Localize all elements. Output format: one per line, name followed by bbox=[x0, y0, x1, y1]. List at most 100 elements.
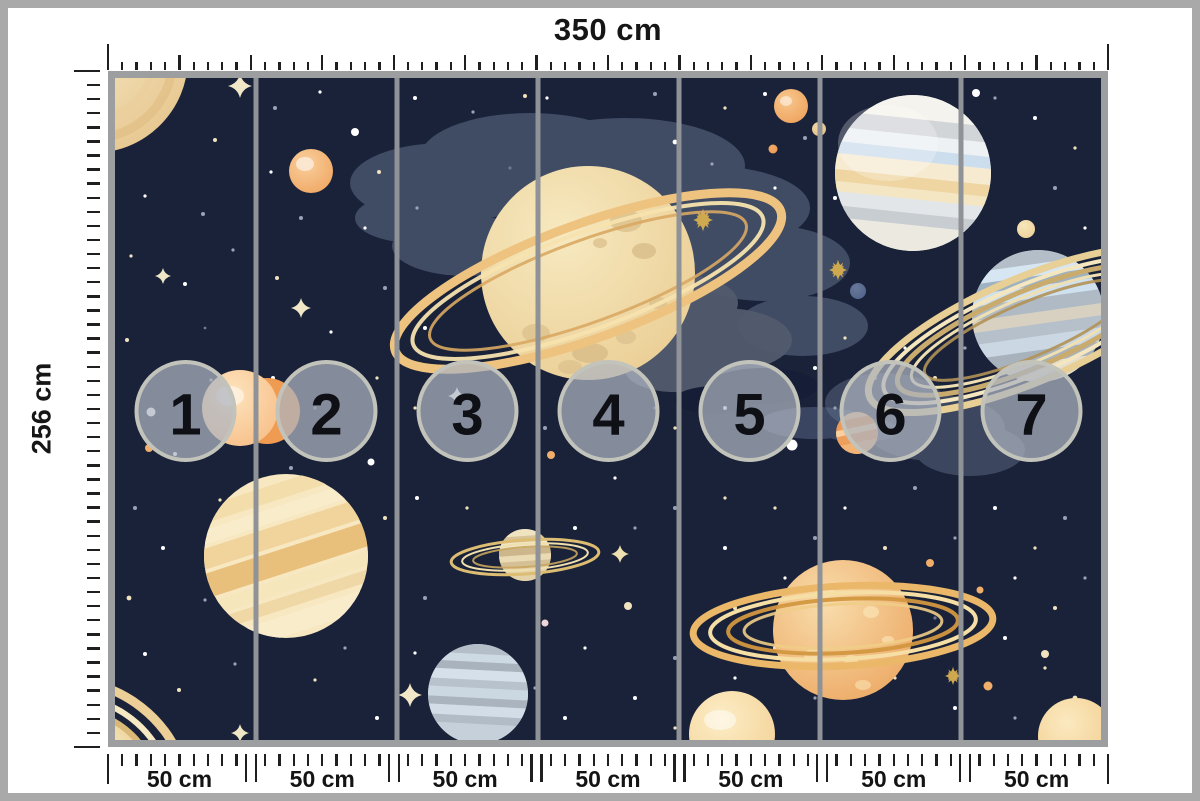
star bbox=[1003, 636, 1007, 640]
star bbox=[672, 139, 678, 145]
star bbox=[423, 326, 427, 330]
ruler-tick bbox=[263, 62, 267, 70]
planet-orange-top6 bbox=[774, 89, 808, 123]
ruler-tick bbox=[978, 754, 981, 766]
wallpaper-scene: 1 2 3 4 5 6 7 bbox=[115, 78, 1101, 740]
ruler-tick bbox=[826, 754, 829, 782]
ruler-tick bbox=[1021, 754, 1024, 766]
ruler-tick bbox=[664, 754, 667, 766]
ruler-tick bbox=[958, 754, 962, 782]
planet-cream-dot bbox=[1017, 220, 1035, 238]
ruler-tick bbox=[87, 689, 100, 692]
star bbox=[723, 546, 727, 550]
ruler-tick bbox=[87, 590, 100, 594]
ruler-tick bbox=[921, 754, 924, 766]
planet-cream-striped-big bbox=[182, 457, 390, 658]
ruler-tick bbox=[449, 62, 453, 70]
ruler-tick bbox=[192, 754, 195, 766]
ruler-tick bbox=[935, 62, 938, 70]
ruler-tick bbox=[87, 675, 100, 678]
ruler-tick bbox=[1021, 62, 1024, 70]
ruler-tick bbox=[178, 55, 181, 70]
ruler-tick bbox=[349, 754, 352, 766]
ruler-tick bbox=[1063, 62, 1067, 70]
ruler-tick bbox=[87, 661, 100, 664]
star bbox=[547, 451, 555, 459]
star bbox=[926, 559, 934, 567]
sparkle-star-icon bbox=[155, 268, 171, 284]
ruler-tick bbox=[849, 754, 852, 766]
star bbox=[415, 206, 419, 210]
ruler-tick bbox=[1006, 754, 1010, 766]
star bbox=[413, 96, 417, 100]
panel-number: 2 bbox=[310, 383, 342, 448]
star bbox=[313, 678, 317, 682]
star bbox=[351, 128, 359, 136]
ruler-tick bbox=[592, 754, 595, 766]
panel-number: 3 bbox=[451, 383, 483, 448]
ruler-tick bbox=[592, 62, 595, 70]
ruler-tick bbox=[254, 754, 258, 782]
starfield bbox=[125, 78, 1087, 740]
star bbox=[673, 506, 677, 510]
ruler-tick bbox=[892, 754, 895, 766]
ruler-tick bbox=[221, 754, 224, 766]
star bbox=[465, 506, 469, 510]
ruler-tick bbox=[87, 309, 100, 312]
star bbox=[383, 286, 387, 290]
ruler-tick bbox=[635, 62, 638, 70]
ruler-tick bbox=[735, 754, 738, 766]
ruler-tick bbox=[244, 754, 248, 782]
ruler-tick bbox=[683, 754, 686, 782]
ruler-tick bbox=[535, 55, 538, 70]
ruler-tick bbox=[435, 754, 438, 766]
ruler-tick bbox=[392, 55, 395, 70]
ruler-tick bbox=[87, 407, 100, 411]
ruler-tick bbox=[1035, 754, 1038, 766]
star bbox=[161, 546, 165, 550]
ruler-tick bbox=[235, 62, 238, 70]
ruler-tick bbox=[87, 520, 100, 523]
ruler-tick bbox=[397, 754, 400, 782]
star bbox=[733, 676, 737, 680]
ruler-tick bbox=[968, 754, 972, 782]
ruler-tick bbox=[749, 55, 753, 70]
star bbox=[183, 282, 187, 286]
total-height-label: 256 cm bbox=[26, 362, 57, 455]
ruler-tick bbox=[87, 126, 100, 129]
star bbox=[953, 706, 957, 710]
panel-width-label: 50 cm bbox=[1003, 766, 1070, 792]
ruler-tick bbox=[321, 55, 324, 70]
star bbox=[1083, 226, 1087, 230]
ruler-tick bbox=[87, 238, 100, 242]
ruler-tick bbox=[764, 754, 767, 766]
ruler-tick bbox=[835, 754, 838, 766]
ruler-tick bbox=[292, 754, 295, 766]
star bbox=[813, 536, 817, 540]
ruler-tick bbox=[87, 210, 100, 214]
star bbox=[1033, 116, 1037, 120]
star bbox=[423, 596, 427, 600]
ruler-tick bbox=[540, 754, 543, 782]
ruler-tick bbox=[621, 754, 624, 766]
ruler-tick bbox=[721, 754, 724, 766]
ruler-tick bbox=[87, 604, 100, 608]
star bbox=[843, 506, 847, 510]
ruler-tick bbox=[435, 62, 438, 70]
planet-rings bbox=[689, 581, 997, 671]
ruler-tick bbox=[878, 754, 881, 766]
ruler-tick bbox=[178, 754, 181, 766]
star bbox=[177, 688, 181, 692]
sparkle-star-icon bbox=[693, 208, 713, 232]
star bbox=[133, 506, 137, 510]
planet-corner-rings bbox=[115, 677, 189, 740]
ruler-tick bbox=[87, 647, 100, 650]
panel-divider bbox=[958, 78, 964, 740]
star bbox=[413, 406, 417, 410]
star bbox=[363, 226, 367, 230]
ruler-tick bbox=[563, 62, 567, 70]
planet-rings bbox=[449, 537, 601, 577]
ruler-tick bbox=[1078, 754, 1081, 766]
star bbox=[1073, 146, 1077, 150]
ruler-tick bbox=[692, 754, 695, 766]
